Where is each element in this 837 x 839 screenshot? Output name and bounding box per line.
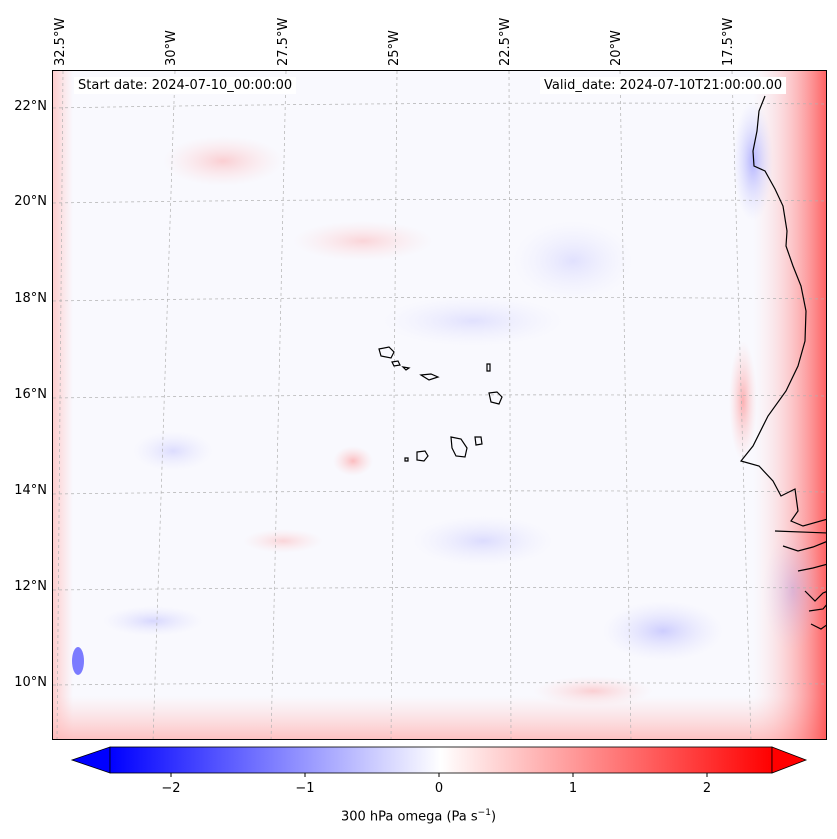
cb-tick-label-neg2: −2 [161,781,181,796]
cb-tick-label-neg1: −1 [295,781,315,796]
colorbar-extend-min [70,746,111,774]
cape-verde-islands [378,346,503,462]
graticule [53,71,826,739]
colorbar-extend-max [771,746,808,774]
africa-coastline [739,95,826,630]
cb-tick-label-1: 1 [568,781,578,796]
colorbar-body [109,746,773,774]
omega-field-map [53,71,826,739]
lat-tick-12n: 12°N [14,579,47,594]
cb-tick-label-2: 2 [702,781,712,796]
omega-field-shading [53,71,826,739]
start-date-label: Start date: 2024-07-10_00:00:00 [74,77,297,94]
lat-tick-10n: 10°N [14,675,47,690]
cb-tick-label-0: 0 [434,781,444,796]
valid-date-label: Valid_date: 2024-07-10T21:00:00.00 [540,77,787,94]
lat-tick-20n: 20°N [14,194,47,209]
lat-tick-22n: 22°N [14,99,47,114]
lat-tick-16n: 16°N [14,387,47,402]
colorbar-label: 300 hPa omega (Pa s−1) [340,808,497,825]
lat-tick-18n: 18°N [14,291,47,306]
colorbar [70,746,808,777]
lat-tick-14n: 14°N [14,483,47,498]
map-panel[interactable] [52,70,827,740]
